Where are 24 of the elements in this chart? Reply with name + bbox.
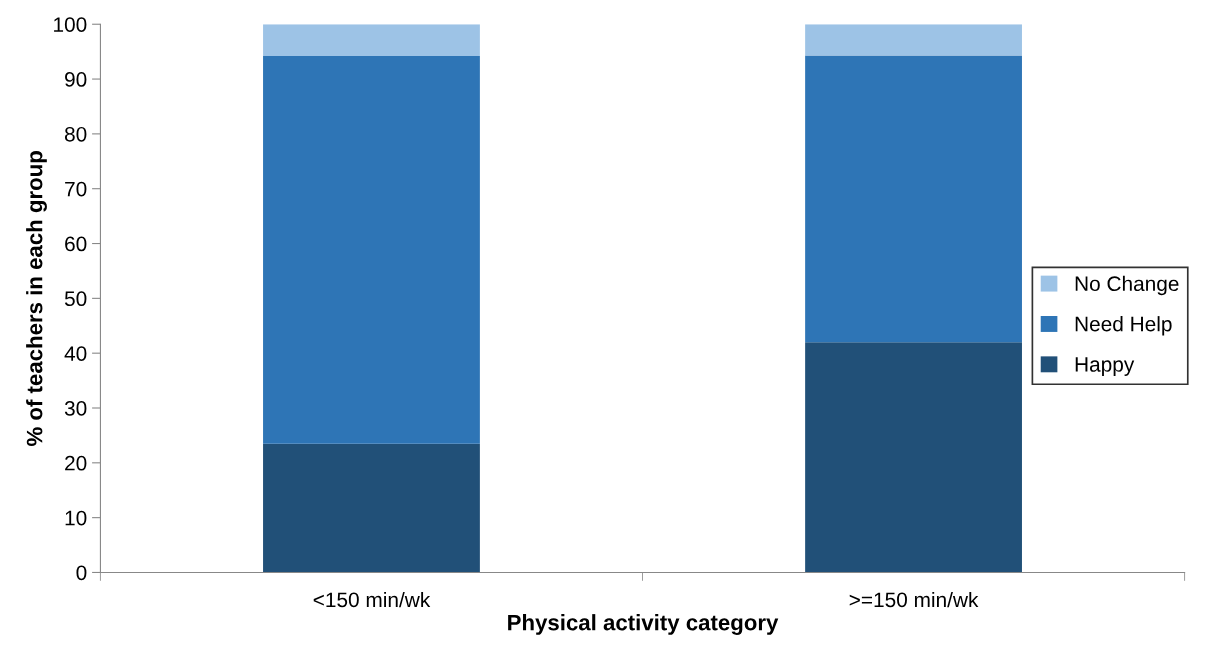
y-axis-title: % of teachers in each group: [26, 151, 47, 446]
x-tick-label: <150 min/wk: [313, 591, 431, 608]
y-tick-label: 40: [64, 346, 87, 361]
y-tick-label: 90: [65, 72, 87, 87]
y-tick-label: 60: [65, 236, 87, 252]
bar: [263, 56, 480, 444]
y-tick-label: 50: [64, 291, 87, 307]
x-tick-label: >=150 min/wk: [849, 591, 979, 608]
y-tick-label: 30: [64, 401, 87, 416]
legend-label: Happy: [1075, 357, 1135, 376]
y-tick-label: 0: [76, 565, 87, 581]
legend-label: No Change: [1075, 275, 1179, 296]
x-axis-title: Physical activity category: [508, 614, 779, 635]
y-tick-label: 80: [64, 126, 87, 142]
y-tick-label: 70: [65, 181, 87, 197]
bar: [263, 443, 480, 573]
legend-label: Need Help: [1075, 316, 1172, 336]
y-tick-label: 100: [54, 17, 87, 32]
y-tick-label: 20: [65, 455, 87, 471]
bar: [805, 55, 1022, 343]
bar: [805, 24, 1022, 56]
bar: [805, 342, 1022, 573]
y-tick-label: 10: [65, 510, 87, 526]
bar: [263, 24, 480, 57]
